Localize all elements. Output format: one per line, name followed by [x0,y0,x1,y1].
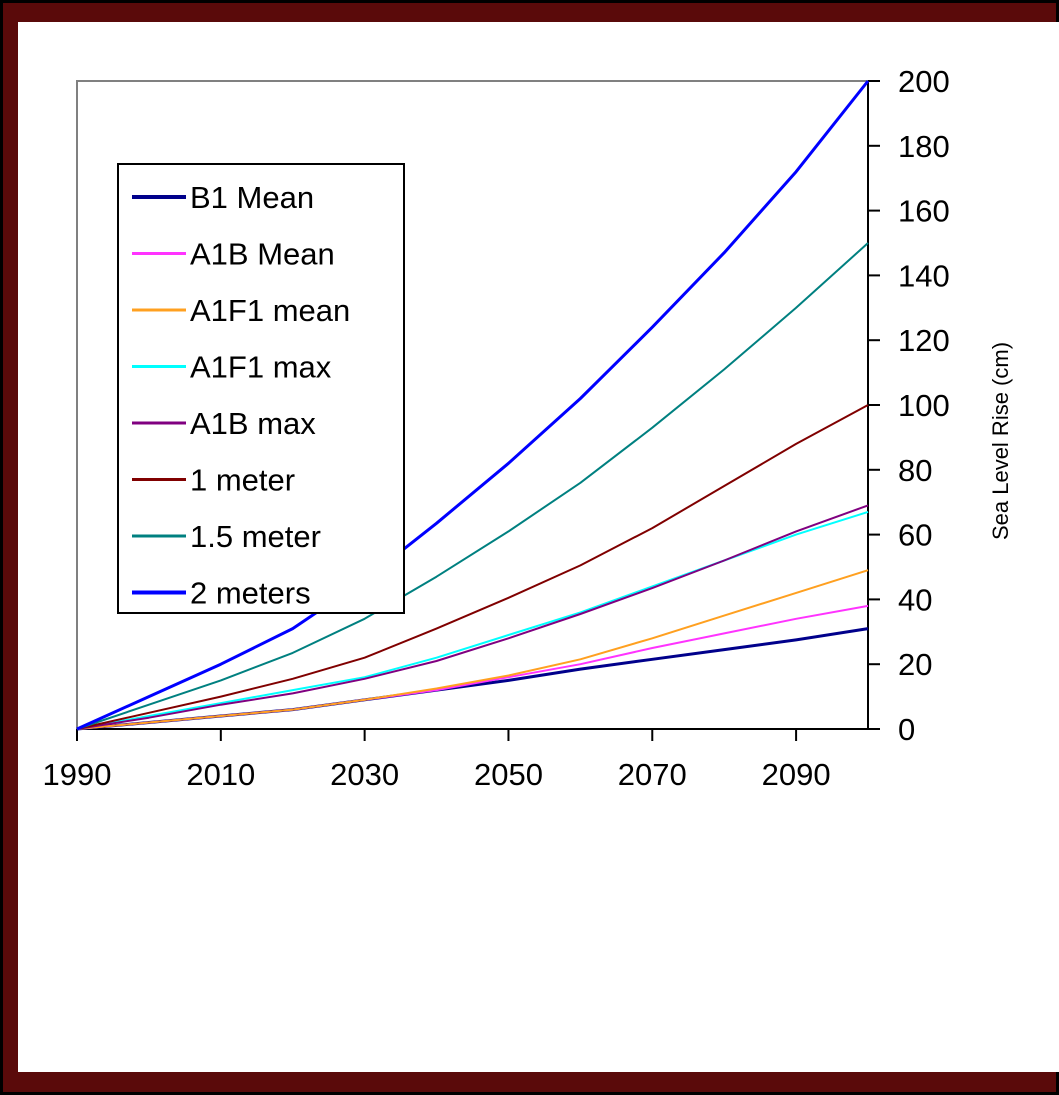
y-tick-label: 20 [898,647,932,682]
y-tick-label: 0 [898,712,915,747]
legend-label: 1 meter [190,463,295,498]
legend-label: A1B Mean [190,237,335,272]
legend: B1 Mean A1B Mean A1F1 mean A1F1 max A1B max 1… [117,163,405,614]
x-tick-label: 2090 [762,757,831,792]
x-tick-label: 2050 [474,757,543,792]
y-tick-label: 60 [898,518,932,553]
series-line-1-5-meter [76,242,869,730]
y-tick-label: 200 [898,64,950,99]
x-tick-label: 2010 [186,757,255,792]
x-tick-label: 2070 [618,757,687,792]
y-tick-label: 40 [898,582,932,617]
y-tick-label: 100 [898,388,950,423]
legend-label: A1B max [190,406,316,441]
series-line-b1-mean [76,627,869,731]
y-tick-label: 140 [898,258,950,293]
x-tick-label: 1990 [43,757,112,792]
legend-label: B1 Mean [190,180,314,215]
series-line-2-meters [76,80,870,731]
series-line-a1b-mean [76,604,869,730]
y-axis-label: Sea Level Rise (cm) [988,342,1013,540]
legend-label: A1F1 mean [190,293,350,328]
y-tick-label: 180 [898,129,950,164]
y-tick-label: 80 [898,453,932,488]
series-line-a1b-max [76,504,869,730]
legend-label: 2 meters [190,576,311,611]
legend-label: A1F1 max [190,350,332,385]
series-line-a1f1-mean [76,569,869,730]
x-tick-label: 2030 [330,757,399,792]
y-tick-label: 160 [898,194,950,229]
series-line-1-meter [76,404,869,730]
legend-box [117,163,405,614]
sea-level-chart: 0 20 40 60 80 100 120 140 160 180 200 1990 2010 2030 2… [43,64,1013,792]
chart-panel: 0 20 40 60 80 100 120 140 160 180 200 1990 2010 2030 2… [18,22,1059,1072]
legend-label: 1.5 meter [190,519,321,554]
y-tick-label: 120 [898,323,950,358]
